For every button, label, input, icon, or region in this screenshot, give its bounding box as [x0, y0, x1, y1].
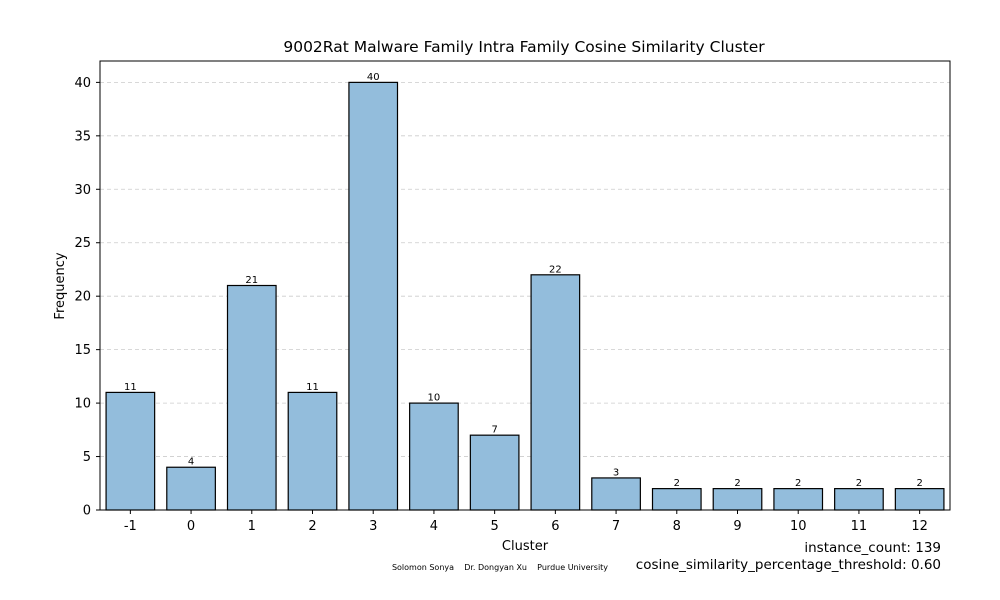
bar: [287, 391, 338, 511]
bar: [651, 488, 702, 511]
x-tick-label: -1: [124, 519, 137, 534]
x-axis-label: Cluster: [502, 539, 549, 554]
x-tick-label: 4: [430, 519, 438, 534]
bar-value-label: 2: [795, 478, 801, 489]
y-tick-label: 30: [74, 183, 91, 198]
x-tick-label: 12: [911, 519, 928, 534]
bar: [226, 284, 277, 511]
bar-value-label: 11: [124, 382, 137, 393]
x-tick-label: 0: [187, 519, 195, 534]
x-tick-label: 8: [673, 519, 681, 534]
bar-value-label: 22: [549, 264, 562, 275]
bar: [530, 274, 581, 511]
bar-value-label: 11: [306, 382, 319, 393]
chart-title: 9002Rat Malware Family Intra Family Cosi…: [283, 38, 765, 56]
bar-value-label: 2: [916, 478, 922, 489]
bar-value-label: 10: [428, 393, 441, 404]
plot-frame: [99, 60, 951, 511]
y-tick-label: 20: [74, 290, 91, 305]
bar: [166, 466, 216, 511]
x-tick-label: 9: [733, 519, 741, 534]
x-axis: -1 0 1 2 3 4 5 6 7 8 9 10 11 12: [124, 510, 928, 534]
bar-value-label: 2: [734, 478, 740, 489]
y-axis: 0 5 10 15 20 25 30 35 40: [74, 76, 100, 519]
y-axis-label: Frequency: [53, 252, 68, 319]
x-tick-label: 1: [248, 519, 256, 534]
bar: [834, 488, 884, 511]
bar: [591, 477, 641, 511]
bar-value-label: 2: [856, 478, 862, 489]
bar: [348, 81, 399, 511]
x-tick-label: 11: [851, 519, 868, 534]
bar: [773, 488, 824, 511]
bar: [469, 434, 520, 511]
x-tick-label: 6: [551, 519, 559, 534]
x-tick-label: 5: [491, 519, 499, 534]
y-tick-label: 0: [83, 504, 91, 519]
threshold-note: cosine_similarity_percentage_threshold: …: [636, 557, 941, 573]
instance-count-note: instance_count: 139: [804, 540, 941, 556]
y-tick-label: 40: [74, 76, 91, 91]
y-tick-label: 15: [74, 343, 91, 358]
bar: [105, 391, 156, 511]
bar-value-label: 21: [245, 275, 258, 286]
x-tick-label: 3: [369, 519, 377, 534]
bar-value-label: 7: [491, 425, 497, 436]
y-tick-label: 35: [74, 129, 91, 144]
y-tick-label: 5: [83, 450, 91, 465]
x-tick-label: 2: [308, 519, 316, 534]
bar-value-label: 3: [613, 467, 619, 478]
bar-value-label: 4: [188, 457, 194, 468]
bar: [894, 488, 945, 511]
bar-value-label: 2: [674, 478, 680, 489]
x-tick-label: 7: [612, 519, 620, 534]
y-tick-label: 25: [74, 236, 91, 251]
y-tick-label: 10: [74, 397, 91, 412]
x-tick-label: 10: [790, 519, 807, 534]
bar: [409, 402, 459, 511]
bar: [712, 488, 763, 511]
credits: Solomon Sonya Dr. Dongyan Xu Purdue Univ…: [392, 563, 608, 572]
bars: [105, 81, 945, 511]
bar-value-label: 40: [367, 72, 380, 83]
